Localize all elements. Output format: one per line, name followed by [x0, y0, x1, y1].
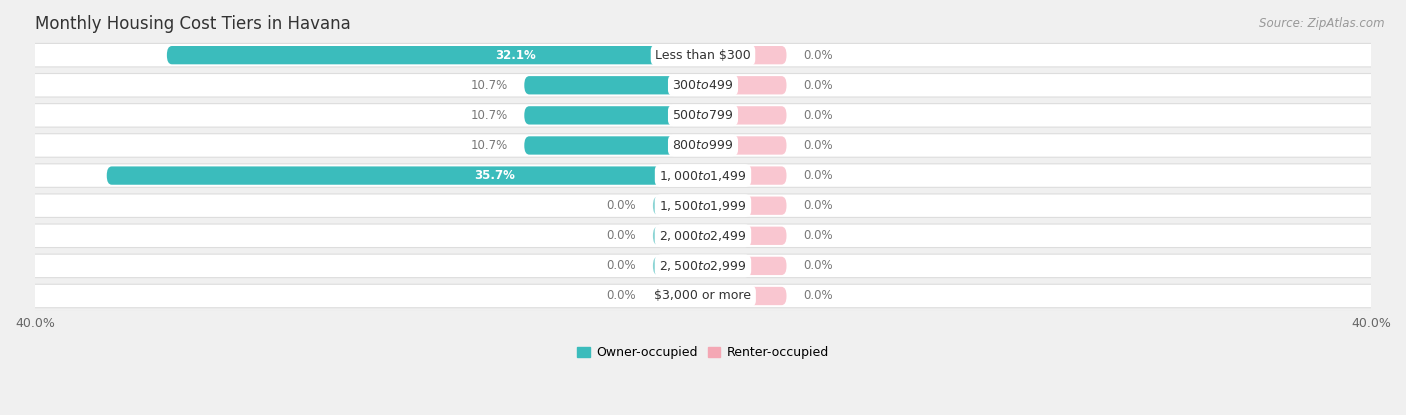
FancyBboxPatch shape	[524, 136, 703, 155]
FancyBboxPatch shape	[703, 257, 786, 275]
FancyBboxPatch shape	[27, 104, 1379, 127]
Text: 0.0%: 0.0%	[803, 49, 832, 62]
Text: 0.0%: 0.0%	[803, 109, 832, 122]
Text: $500 to $799: $500 to $799	[672, 109, 734, 122]
Text: $2,500 to $2,999: $2,500 to $2,999	[659, 259, 747, 273]
Text: 0.0%: 0.0%	[606, 290, 636, 303]
FancyBboxPatch shape	[652, 257, 703, 275]
FancyBboxPatch shape	[27, 254, 1379, 278]
Text: Less than $300: Less than $300	[655, 49, 751, 62]
Text: 35.7%: 35.7%	[474, 169, 515, 182]
FancyBboxPatch shape	[27, 194, 1379, 217]
Text: $3,000 or more: $3,000 or more	[655, 290, 751, 303]
FancyBboxPatch shape	[652, 227, 703, 245]
Text: 0.0%: 0.0%	[803, 229, 832, 242]
Text: 32.1%: 32.1%	[495, 49, 536, 62]
Text: 0.0%: 0.0%	[606, 229, 636, 242]
FancyBboxPatch shape	[703, 197, 786, 215]
FancyBboxPatch shape	[107, 166, 703, 185]
FancyBboxPatch shape	[703, 287, 786, 305]
Text: 10.7%: 10.7%	[471, 79, 508, 92]
FancyBboxPatch shape	[703, 136, 786, 155]
Text: 10.7%: 10.7%	[471, 139, 508, 152]
Text: 0.0%: 0.0%	[803, 259, 832, 272]
Text: 0.0%: 0.0%	[803, 290, 832, 303]
FancyBboxPatch shape	[652, 197, 703, 215]
FancyBboxPatch shape	[524, 76, 703, 95]
FancyBboxPatch shape	[27, 164, 1379, 187]
Text: 0.0%: 0.0%	[803, 79, 832, 92]
FancyBboxPatch shape	[27, 284, 1379, 308]
Text: $800 to $999: $800 to $999	[672, 139, 734, 152]
Text: 0.0%: 0.0%	[606, 259, 636, 272]
FancyBboxPatch shape	[27, 44, 1379, 67]
FancyBboxPatch shape	[703, 227, 786, 245]
FancyBboxPatch shape	[703, 166, 786, 185]
Text: $2,000 to $2,499: $2,000 to $2,499	[659, 229, 747, 243]
FancyBboxPatch shape	[27, 134, 1379, 157]
Text: 0.0%: 0.0%	[803, 199, 832, 212]
FancyBboxPatch shape	[524, 106, 703, 124]
Legend: Owner-occupied, Renter-occupied: Owner-occupied, Renter-occupied	[572, 342, 834, 364]
FancyBboxPatch shape	[27, 224, 1379, 247]
Text: $1,500 to $1,999: $1,500 to $1,999	[659, 199, 747, 212]
FancyBboxPatch shape	[703, 76, 786, 95]
Text: $1,000 to $1,499: $1,000 to $1,499	[659, 168, 747, 183]
Text: 0.0%: 0.0%	[803, 139, 832, 152]
Text: Source: ZipAtlas.com: Source: ZipAtlas.com	[1260, 17, 1385, 29]
Text: 10.7%: 10.7%	[471, 109, 508, 122]
FancyBboxPatch shape	[703, 46, 786, 64]
FancyBboxPatch shape	[652, 287, 703, 305]
FancyBboxPatch shape	[167, 46, 703, 64]
Text: $300 to $499: $300 to $499	[672, 79, 734, 92]
FancyBboxPatch shape	[27, 73, 1379, 97]
FancyBboxPatch shape	[703, 106, 786, 124]
Text: 0.0%: 0.0%	[803, 169, 832, 182]
Text: 0.0%: 0.0%	[606, 199, 636, 212]
Text: Monthly Housing Cost Tiers in Havana: Monthly Housing Cost Tiers in Havana	[35, 15, 350, 33]
